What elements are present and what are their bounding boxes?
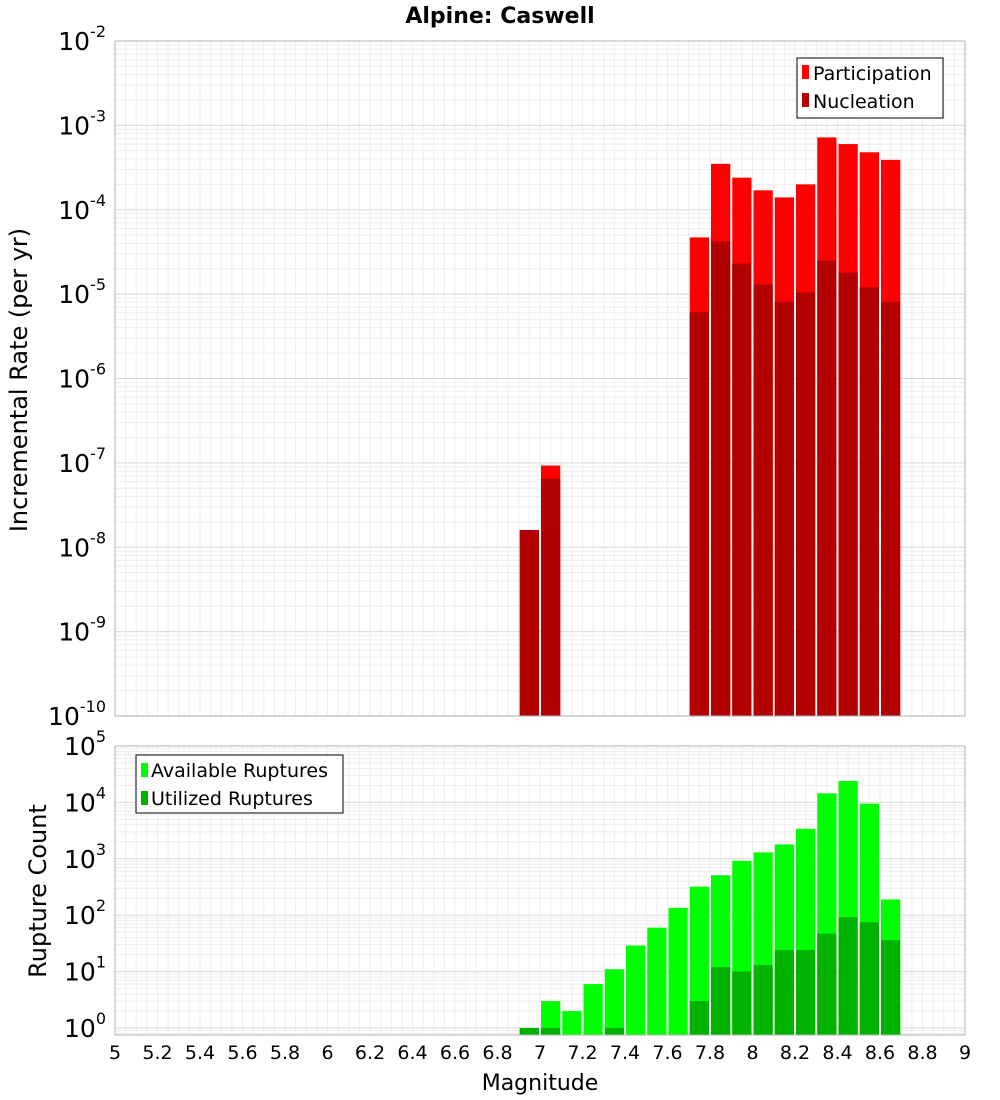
rate-bars (519, 137, 901, 717)
count-bar-available-ruptures (604, 969, 624, 1035)
legend-swatch-nucleation (802, 93, 809, 107)
count-bar-utilized-ruptures (689, 1001, 709, 1035)
y-tick-label: 101 (64, 953, 106, 987)
y-tick-label: 10-7 (58, 444, 106, 478)
y-tick-label: 10-4 (58, 191, 106, 225)
rate-bar-nucleation (541, 478, 561, 716)
rate-bar-nucleation (796, 292, 816, 716)
legend-swatch-utilized (141, 791, 148, 805)
x-tick-label: 6.8 (482, 1042, 512, 1064)
x-tick-label: 5.2 (142, 1042, 172, 1064)
rate-bar-nucleation (519, 530, 539, 716)
rate-bar-nucleation (732, 263, 752, 716)
y-tick-label: 10-3 (58, 106, 106, 140)
count-bar-utilized-ruptures (753, 965, 773, 1035)
count-bar-utilized-ruptures (796, 950, 816, 1035)
x-tick-label: 9 (959, 1042, 971, 1064)
rate-bar-nucleation (881, 301, 901, 716)
y-tick-label: 10-8 (58, 528, 106, 562)
y-tick-label: 100 (64, 1009, 106, 1043)
x-tick-label: 6.2 (355, 1042, 385, 1064)
legend-label-utilized: Utilized Ruptures (151, 788, 313, 810)
legend-swatch-participation (802, 65, 809, 79)
rate-bar-nucleation (859, 287, 879, 716)
x-tick-label: 5.8 (270, 1042, 300, 1064)
rate-bar-nucleation (817, 260, 837, 716)
count-bar-utilized-ruptures (519, 1027, 539, 1035)
x-tick-label: 8 (746, 1042, 758, 1064)
x-tick-label: 8.2 (780, 1042, 810, 1064)
y-tick-label: 103 (64, 840, 106, 874)
y-tick-label: 104 (64, 783, 106, 817)
legend-label-participation: Participation (813, 63, 932, 85)
x-tick-label: 5.4 (185, 1042, 215, 1064)
y-tick-label: 10-5 (58, 275, 106, 309)
rate-bar-nucleation (838, 272, 858, 716)
x-axis-label: Magnitude (482, 1071, 599, 1096)
legend-swatch-available (141, 763, 148, 777)
count-bar-available-ruptures (583, 984, 603, 1035)
x-tick-label: 8.8 (907, 1042, 937, 1064)
count-bar-utilized-ruptures (774, 950, 794, 1035)
x-tick-label: 7.8 (695, 1042, 725, 1064)
x-tick-label: 8.4 (822, 1042, 852, 1064)
rate-bar-nucleation (689, 312, 709, 716)
rate-y-label: Incremental Rate (per yr) (5, 228, 33, 532)
x-tick-label: 7.2 (567, 1042, 597, 1064)
x-tick-label: 5.6 (227, 1042, 257, 1064)
count-bar-available-ruptures (562, 1010, 582, 1035)
legend-label-nucleation: Nucleation (813, 91, 915, 113)
count-bar-utilized-ruptures (817, 933, 837, 1035)
x-tick-label: 7.4 (610, 1042, 640, 1064)
x-tick-label: 7 (534, 1042, 546, 1064)
x-axis: 5 5.2 5.4 5.6 5.8 6 6.2 6.4 6.6 6.8 7 7.2 7.4 7.6 7.8 8… (109, 1042, 971, 1064)
y-tick-label: 102 (64, 896, 106, 930)
y-tick-label: 105 (64, 727, 106, 761)
y-tick-label: 10-10 (48, 697, 106, 731)
rate-y-axis: 10-10 10-9 10-8 10-7 10-6 10-5 10-4 10-3 10-2 (48, 22, 106, 731)
count-bar-available-ruptures (668, 907, 688, 1035)
count-bar-available-ruptures (626, 945, 646, 1035)
count-bar-utilized-ruptures (859, 922, 879, 1035)
rate-legend: Participation Nucleation (796, 57, 944, 119)
count-bar-utilized-ruptures (838, 917, 858, 1035)
count-y-label: Rupture Count (24, 804, 52, 978)
count-bar-available-ruptures (647, 927, 667, 1035)
count-bar-utilized-ruptures (604, 1027, 624, 1035)
y-tick-label: 10-2 (58, 22, 106, 56)
count-bar-utilized-ruptures (711, 967, 731, 1035)
count-bar-available-ruptures (689, 886, 709, 1035)
rate-bar-nucleation (774, 301, 794, 716)
x-tick-label: 6.6 (440, 1042, 470, 1064)
count-y-axis: 100 101 102 103 104 105 (64, 727, 106, 1043)
count-legend: Available Ruptures Utilized Ruptures (135, 754, 344, 814)
count-bar-available-ruptures (541, 1001, 561, 1035)
x-tick-label: 5 (109, 1042, 121, 1064)
legend-label-available: Available Ruptures (151, 760, 328, 782)
y-tick-label: 10-6 (58, 360, 106, 394)
count-bar-utilized-ruptures (541, 1027, 561, 1035)
chart-title: Alpine: Caswell (405, 4, 594, 29)
x-tick-label: 6.4 (397, 1042, 427, 1064)
count-bar-utilized-ruptures (881, 940, 901, 1035)
count-bars (519, 780, 901, 1035)
x-tick-label: 7.6 (652, 1042, 682, 1064)
x-tick-label: 8.6 (865, 1042, 895, 1064)
y-tick-label: 10-9 (58, 613, 106, 647)
rate-bar-nucleation (753, 284, 773, 716)
count-bar-utilized-ruptures (732, 971, 752, 1035)
x-tick-label: 6 (321, 1042, 333, 1064)
rate-bar-nucleation (711, 241, 731, 717)
